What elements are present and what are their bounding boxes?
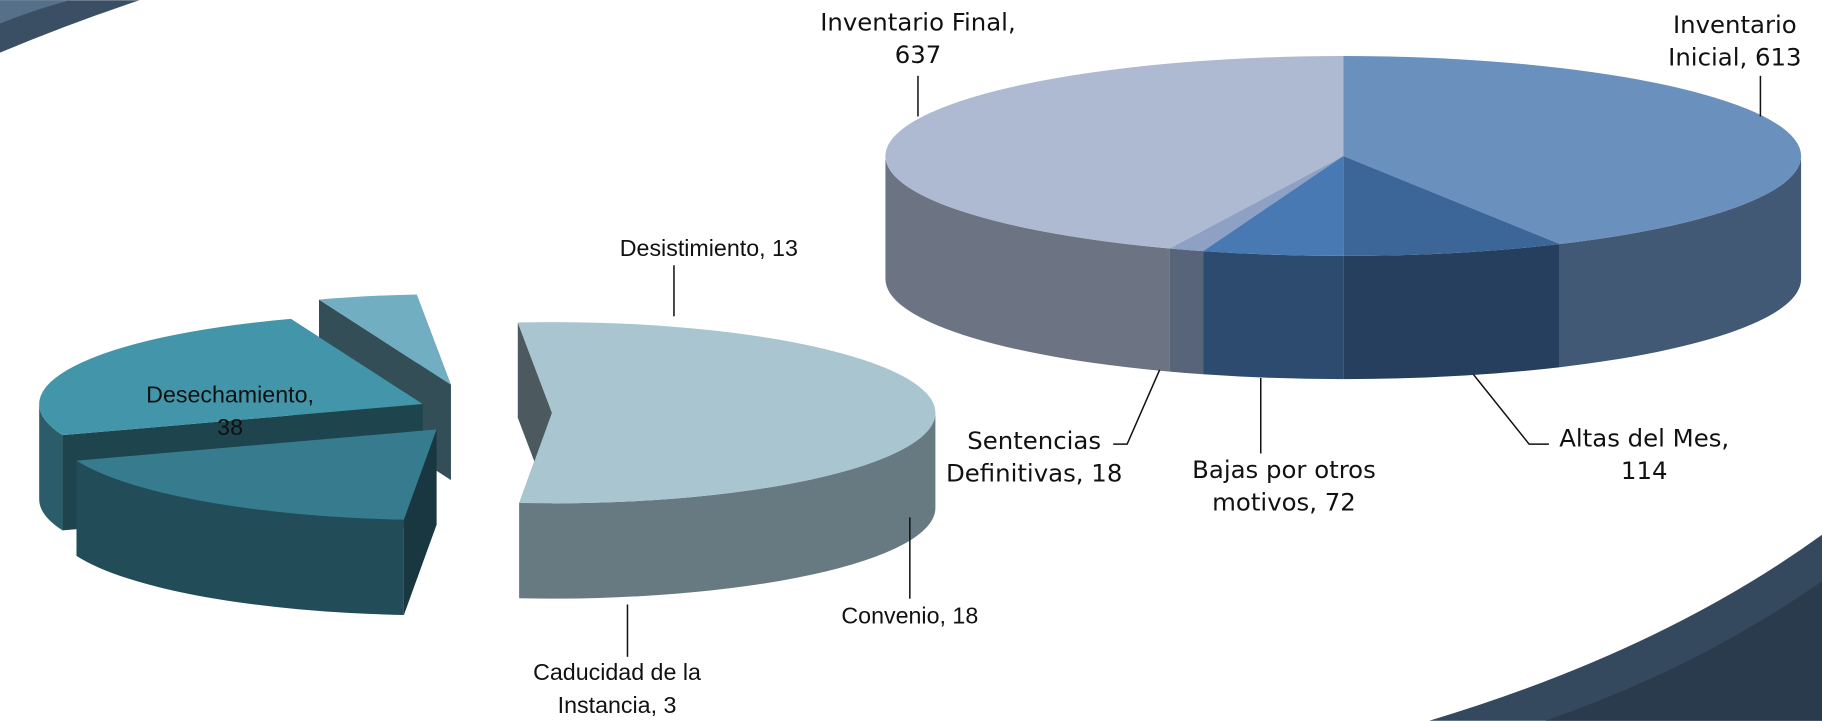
slice (885, 56, 1344, 372)
slice-top (39, 318, 423, 436)
slice-side (1343, 244, 1560, 380)
slice (1203, 155, 1344, 380)
data-label: Altas del Mes, 114 (1559, 424, 1729, 486)
labels: Desechamiento, 38 Desistimiento, 13 Conveni… (146, 8, 1801, 718)
data-label: Desistimiento, 13 (620, 235, 798, 261)
slice-side (519, 412, 936, 599)
slice (1169, 155, 1344, 375)
slice (76, 429, 437, 615)
slice-top (1343, 56, 1802, 245)
data-label: Desechamiento, 38 (146, 382, 314, 441)
slice-top (1343, 155, 1560, 256)
data-label: Inventario Final, 637 (820, 8, 1016, 70)
slice-top (76, 429, 437, 520)
data-label: Caducidad de la Instancia, 3 (533, 659, 701, 718)
slice-top (885, 56, 1344, 249)
slice (517, 322, 936, 599)
slice-top (1203, 155, 1344, 256)
slice-top (1169, 155, 1344, 252)
slice-side (1203, 251, 1344, 380)
slice-side (1169, 248, 1204, 375)
label-group: Desechamiento, 38 Desistimiento, 13 Conveni… (146, 235, 978, 718)
slice-side (39, 403, 63, 531)
leader-line (1113, 369, 1161, 445)
slice-top (517, 322, 936, 504)
slice-side (76, 460, 404, 615)
data-label: Bajas por otros motivos, 72 (1192, 455, 1376, 517)
label-group: Inventario Inicial, 613 Altas del Mes, 114 B… (820, 8, 1801, 517)
pies (39, 56, 1802, 615)
slice-side (1559, 155, 1802, 368)
slice-top (318, 294, 451, 385)
leader-line (1472, 373, 1549, 445)
data-label: Convenio, 18 (841, 602, 978, 628)
slice-side (885, 155, 1170, 372)
data-label: Inventario Inicial, 613 (1668, 10, 1801, 72)
slice (1343, 56, 1802, 368)
data-label: Sentencias Definitivas, 18 (946, 426, 1122, 488)
slice (1343, 155, 1560, 380)
